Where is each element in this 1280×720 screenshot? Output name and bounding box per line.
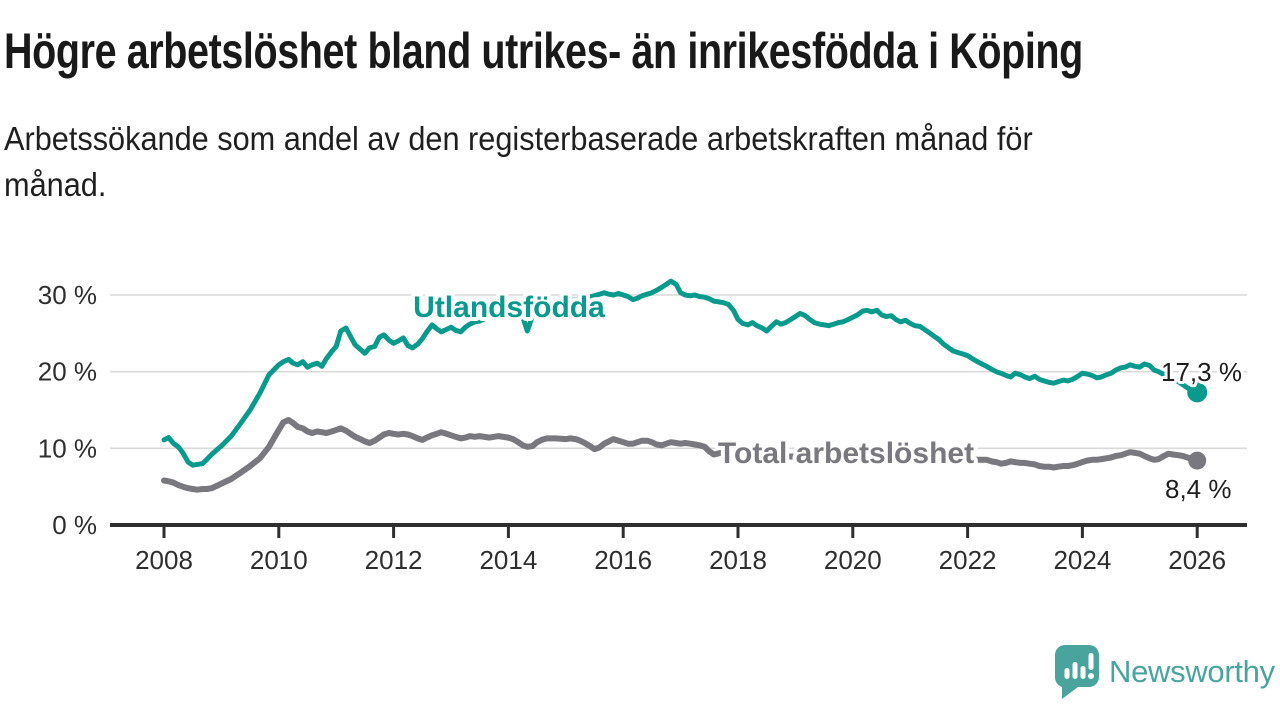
x-tick-label: 2012 (365, 545, 423, 575)
newsworthy-logo: Newsworthy (1054, 644, 1275, 700)
y-tick-label: 20 % (38, 357, 97, 387)
exclamation-dot (1088, 673, 1094, 679)
x-tick-label: 2016 (594, 545, 652, 575)
x-tick-label: 2020 (824, 545, 882, 575)
end-value-label-utlandsfodda: 17,3 % (1161, 357, 1242, 387)
y-tick-label: 30 % (38, 280, 97, 310)
exclamation-bar (1088, 653, 1094, 670)
page-subtitle: Arbetssökande som andel av den registerb… (4, 120, 1033, 203)
x-tick-label: 2022 (939, 545, 997, 575)
x-tick-label: 2024 (1053, 545, 1111, 575)
series-label-utlandsfodda: Utlandsfödda (413, 291, 605, 324)
end-dot-total (1188, 451, 1207, 470)
x-tick-label: 2026 (1168, 545, 1226, 575)
bar-1 (1064, 668, 1070, 679)
end-dot-utlandsfodda (1187, 382, 1208, 403)
series-line-total (161, 417, 1201, 493)
page-title: Högre arbetslöshet bland utrikes- än inr… (4, 23, 1083, 79)
newsworthy-icon (1055, 645, 1099, 699)
bar-2 (1072, 662, 1078, 679)
y-tick-label: 10 % (38, 433, 97, 463)
y-tick-label: 0 % (52, 510, 97, 540)
end-value-label-total: 8,4 % (1165, 474, 1232, 504)
x-tick-label: 2014 (479, 545, 537, 575)
x-tick-label: 2018 (709, 545, 767, 575)
bar-3 (1080, 666, 1086, 679)
x-tick-label: 2010 (250, 545, 308, 575)
x-tick-label: 2008 (135, 545, 193, 575)
series-label-total: Total arbetslöshet (718, 437, 974, 470)
series-line-utlandsfodda (161, 278, 1200, 468)
newsworthy-wordmark: Newsworthy (1109, 654, 1275, 689)
